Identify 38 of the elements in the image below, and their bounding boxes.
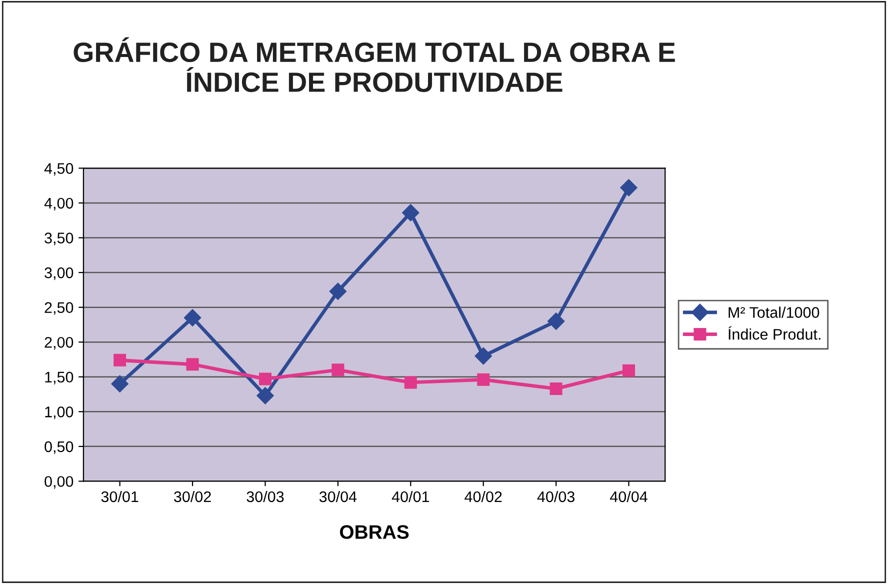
y-tick-label: 2,00 (44, 336, 74, 350)
x-tick-label: 40/02 (464, 490, 502, 502)
point (256, 387, 274, 404)
x-tick-label: 40/04 (610, 490, 648, 502)
point (474, 347, 492, 365)
y-tick-label: 1,00 (45, 406, 74, 420)
point (258, 372, 272, 386)
y-tick-label: 0,50 (44, 441, 74, 454)
y-tick-label: 3,50 (44, 232, 74, 246)
point (332, 364, 344, 376)
point (404, 376, 417, 389)
point (114, 354, 126, 366)
x-tick-label: 30/03 (246, 490, 284, 502)
legend-label: M² Total/1000 (728, 306, 820, 318)
y-tick-label: 1,50 (45, 372, 74, 384)
point (186, 358, 199, 371)
x-tick-label: 30/04 (319, 490, 357, 502)
x-tick-label: 40/01 (392, 490, 430, 502)
point (548, 312, 565, 330)
x-tick-label: 30/02 (174, 490, 211, 502)
point (402, 204, 420, 222)
point (550, 382, 562, 395)
y-tick-label: 0,00 (44, 476, 74, 489)
y-tick-label: 2,50 (44, 302, 74, 315)
point (184, 309, 202, 326)
x-tick-label: 30/01 (101, 490, 138, 502)
point (329, 282, 346, 300)
point (620, 179, 638, 196)
chart-title: GRÁFICO DA METRAGEM TOTAL DA OBRA E ÍNDICE DE PRODUTIVIDADE (74, 37, 675, 92)
y-tick-label: 4,50 (44, 163, 74, 176)
y-tick-label: 3,00 (44, 267, 74, 280)
point (111, 375, 128, 392)
legend-label: Índice Produt. (728, 326, 820, 340)
point (477, 373, 490, 386)
x-axis-title: OBRAS (340, 525, 409, 539)
x-tick-label: 40/03 (537, 490, 574, 502)
point (622, 364, 636, 377)
y-tick-label: 4,00 (44, 198, 74, 210)
